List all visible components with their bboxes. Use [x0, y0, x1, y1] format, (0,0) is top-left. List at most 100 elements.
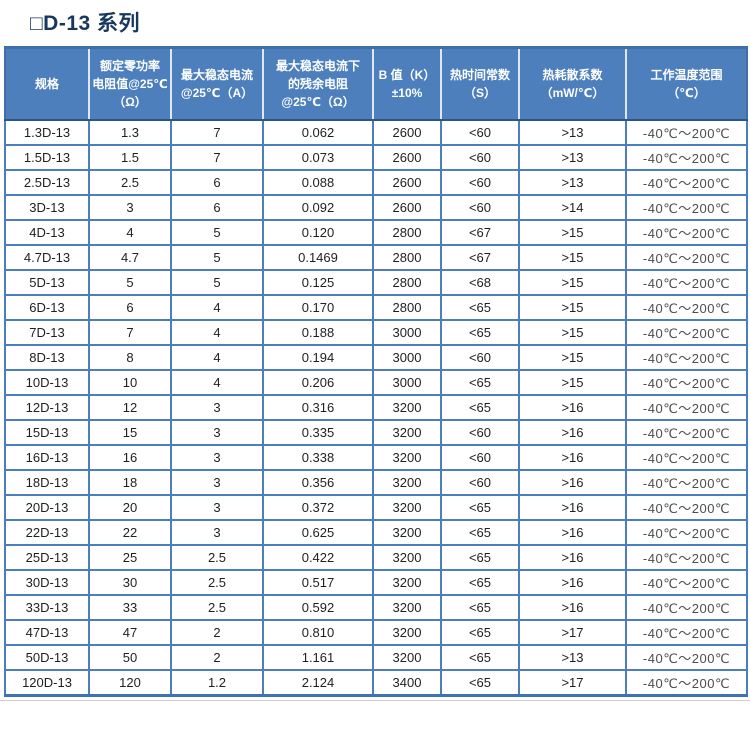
- cell-spec: 25D-13: [4, 544, 90, 571]
- cell-tc: <67: [440, 219, 520, 246]
- cell-dissipation: >16: [518, 394, 627, 421]
- cell-rres: 0.422: [262, 544, 374, 571]
- cell-dissipation: >13: [518, 169, 627, 196]
- cell-spec: 15D-13: [4, 419, 90, 446]
- cell-rres: 0.335: [262, 419, 374, 446]
- cell-imax: 5: [170, 244, 264, 271]
- cell-tc: <65: [440, 494, 520, 521]
- cell-r25: 10: [88, 369, 172, 396]
- cell-bvalue: 2600: [372, 169, 442, 196]
- cell-imax: 6: [170, 194, 264, 221]
- cell-temp-range: -40℃～200℃: [625, 519, 748, 546]
- cell-r25: 47: [88, 619, 172, 646]
- table-row: 18D-13 18 3 0.356 3200 <60 >16 -40℃～200℃: [4, 469, 748, 496]
- cell-tc: <65: [440, 294, 520, 321]
- cell-bvalue: 3200: [372, 394, 442, 421]
- cell-imax: 3: [170, 394, 264, 421]
- cell-imax: 3: [170, 444, 264, 471]
- cell-tc: <65: [440, 644, 520, 671]
- cell-dissipation: >16: [518, 569, 627, 596]
- cell-dissipation: >15: [518, 319, 627, 346]
- cell-temp-range: -40℃～200℃: [625, 144, 748, 171]
- table-row: 4D-13 4 5 0.120 2800 <67 >15 -40℃～200℃: [4, 219, 748, 246]
- cell-spec: 1.5D-13: [4, 144, 90, 171]
- cell-r25: 15: [88, 419, 172, 446]
- cell-spec: 12D-13: [4, 394, 90, 421]
- cell-rres: 0.188: [262, 319, 374, 346]
- cell-temp-range: -40℃～200℃: [625, 194, 748, 221]
- cell-r25: 1.5: [88, 144, 172, 171]
- table-row: 5D-13 5 5 0.125 2800 <68 >15 -40℃～200℃: [4, 269, 748, 296]
- cell-tc: <65: [440, 669, 520, 697]
- cell-imax: 3: [170, 469, 264, 496]
- table-row: 6D-13 6 4 0.170 2800 <65 >15 -40℃～200℃: [4, 294, 748, 321]
- cell-rres: 0.073: [262, 144, 374, 171]
- spec-table-header: 规格 额定零功率 电阻值@25℃ （Ω） 最大稳态电流 @25℃（A） 最大稳态…: [4, 46, 748, 121]
- cell-spec: 6D-13: [4, 294, 90, 321]
- cell-imax: 4: [170, 369, 264, 396]
- cell-imax: 1.2: [170, 669, 264, 697]
- table-row: 16D-13 16 3 0.338 3200 <60 >16 -40℃～200℃: [4, 444, 748, 471]
- cell-temp-range: -40℃～200℃: [625, 619, 748, 646]
- cell-temp-range: -40℃～200℃: [625, 469, 748, 496]
- cell-imax: 5: [170, 219, 264, 246]
- cell-spec: 120D-13: [4, 669, 90, 697]
- cell-bvalue: 3400: [372, 669, 442, 697]
- cell-temp-range: -40℃～200℃: [625, 494, 748, 521]
- cell-rres: 2.124: [262, 669, 374, 697]
- cell-tc: <65: [440, 319, 520, 346]
- cell-dissipation: >15: [518, 369, 627, 396]
- cell-rres: 0.810: [262, 619, 374, 646]
- cell-tc: <60: [440, 144, 520, 171]
- cell-temp-range: -40℃～200℃: [625, 569, 748, 596]
- cell-spec: 7D-13: [4, 319, 90, 346]
- cell-dissipation: >15: [518, 219, 627, 246]
- table-row: 33D-13 33 2.5 0.592 3200 <65 >16 -40℃～200℃: [4, 594, 748, 621]
- cell-spec: 1.3D-13: [4, 119, 90, 146]
- cell-spec: 47D-13: [4, 619, 90, 646]
- cell-bvalue: 3200: [372, 519, 442, 546]
- cell-dissipation: >15: [518, 269, 627, 296]
- spec-table: 规格 额定零功率 电阻值@25℃ （Ω） 最大稳态电流 @25℃（A） 最大稳态…: [4, 46, 748, 697]
- table-row: 3D-13 3 6 0.092 2600 <60 >14 -40℃～200℃: [4, 194, 748, 221]
- cell-tc: <60: [440, 444, 520, 471]
- cell-temp-range: -40℃～200℃: [625, 294, 748, 321]
- cell-bvalue: 3200: [372, 469, 442, 496]
- cell-spec: 33D-13: [4, 594, 90, 621]
- cell-spec: 4D-13: [4, 219, 90, 246]
- cell-r25: 22: [88, 519, 172, 546]
- col-header-tc: 热时间常数 （S）: [440, 46, 519, 121]
- cell-bvalue: 2800: [372, 269, 442, 296]
- cell-spec: 16D-13: [4, 444, 90, 471]
- table-row: 47D-13 47 2 0.810 3200 <65 >17 -40℃～200℃: [4, 619, 748, 646]
- table-row: 12D-13 12 3 0.316 3200 <65 >16 -40℃～200℃: [4, 394, 748, 421]
- cell-spec: 3D-13: [4, 194, 90, 221]
- cell-rres: 0.170: [262, 294, 374, 321]
- cell-temp-range: -40℃～200℃: [625, 244, 748, 271]
- cell-dissipation: >13: [518, 144, 627, 171]
- cell-bvalue: 2800: [372, 219, 442, 246]
- cell-bvalue: 3200: [372, 644, 442, 671]
- cell-dissipation: >16: [518, 444, 627, 471]
- page-title: □D-13 系列: [30, 12, 141, 35]
- cell-imax: 6: [170, 169, 264, 196]
- cell-tc: <60: [440, 119, 520, 146]
- cell-spec: 18D-13: [4, 469, 90, 496]
- cell-r25: 2.5: [88, 169, 172, 196]
- cell-temp-range: -40℃～200℃: [625, 269, 748, 296]
- cell-rres: 0.120: [262, 219, 374, 246]
- cell-tc: <65: [440, 619, 520, 646]
- cell-imax: 4: [170, 294, 264, 321]
- cell-tc: <65: [440, 594, 520, 621]
- cell-dissipation: >16: [518, 419, 627, 446]
- cell-bvalue: 2800: [372, 294, 442, 321]
- cell-dissipation: >15: [518, 344, 627, 371]
- cell-r25: 30: [88, 569, 172, 596]
- cell-temp-range: -40℃～200℃: [625, 594, 748, 621]
- cell-imax: 4: [170, 344, 264, 371]
- cell-tc: <60: [440, 419, 520, 446]
- cell-rres: 0.316: [262, 394, 374, 421]
- cell-imax: 2: [170, 644, 264, 671]
- header-row: 规格 额定零功率 电阻值@25℃ （Ω） 最大稳态电流 @25℃（A） 最大稳态…: [4, 46, 748, 121]
- col-header-bvalue: B 值（K） ±10%: [372, 46, 441, 121]
